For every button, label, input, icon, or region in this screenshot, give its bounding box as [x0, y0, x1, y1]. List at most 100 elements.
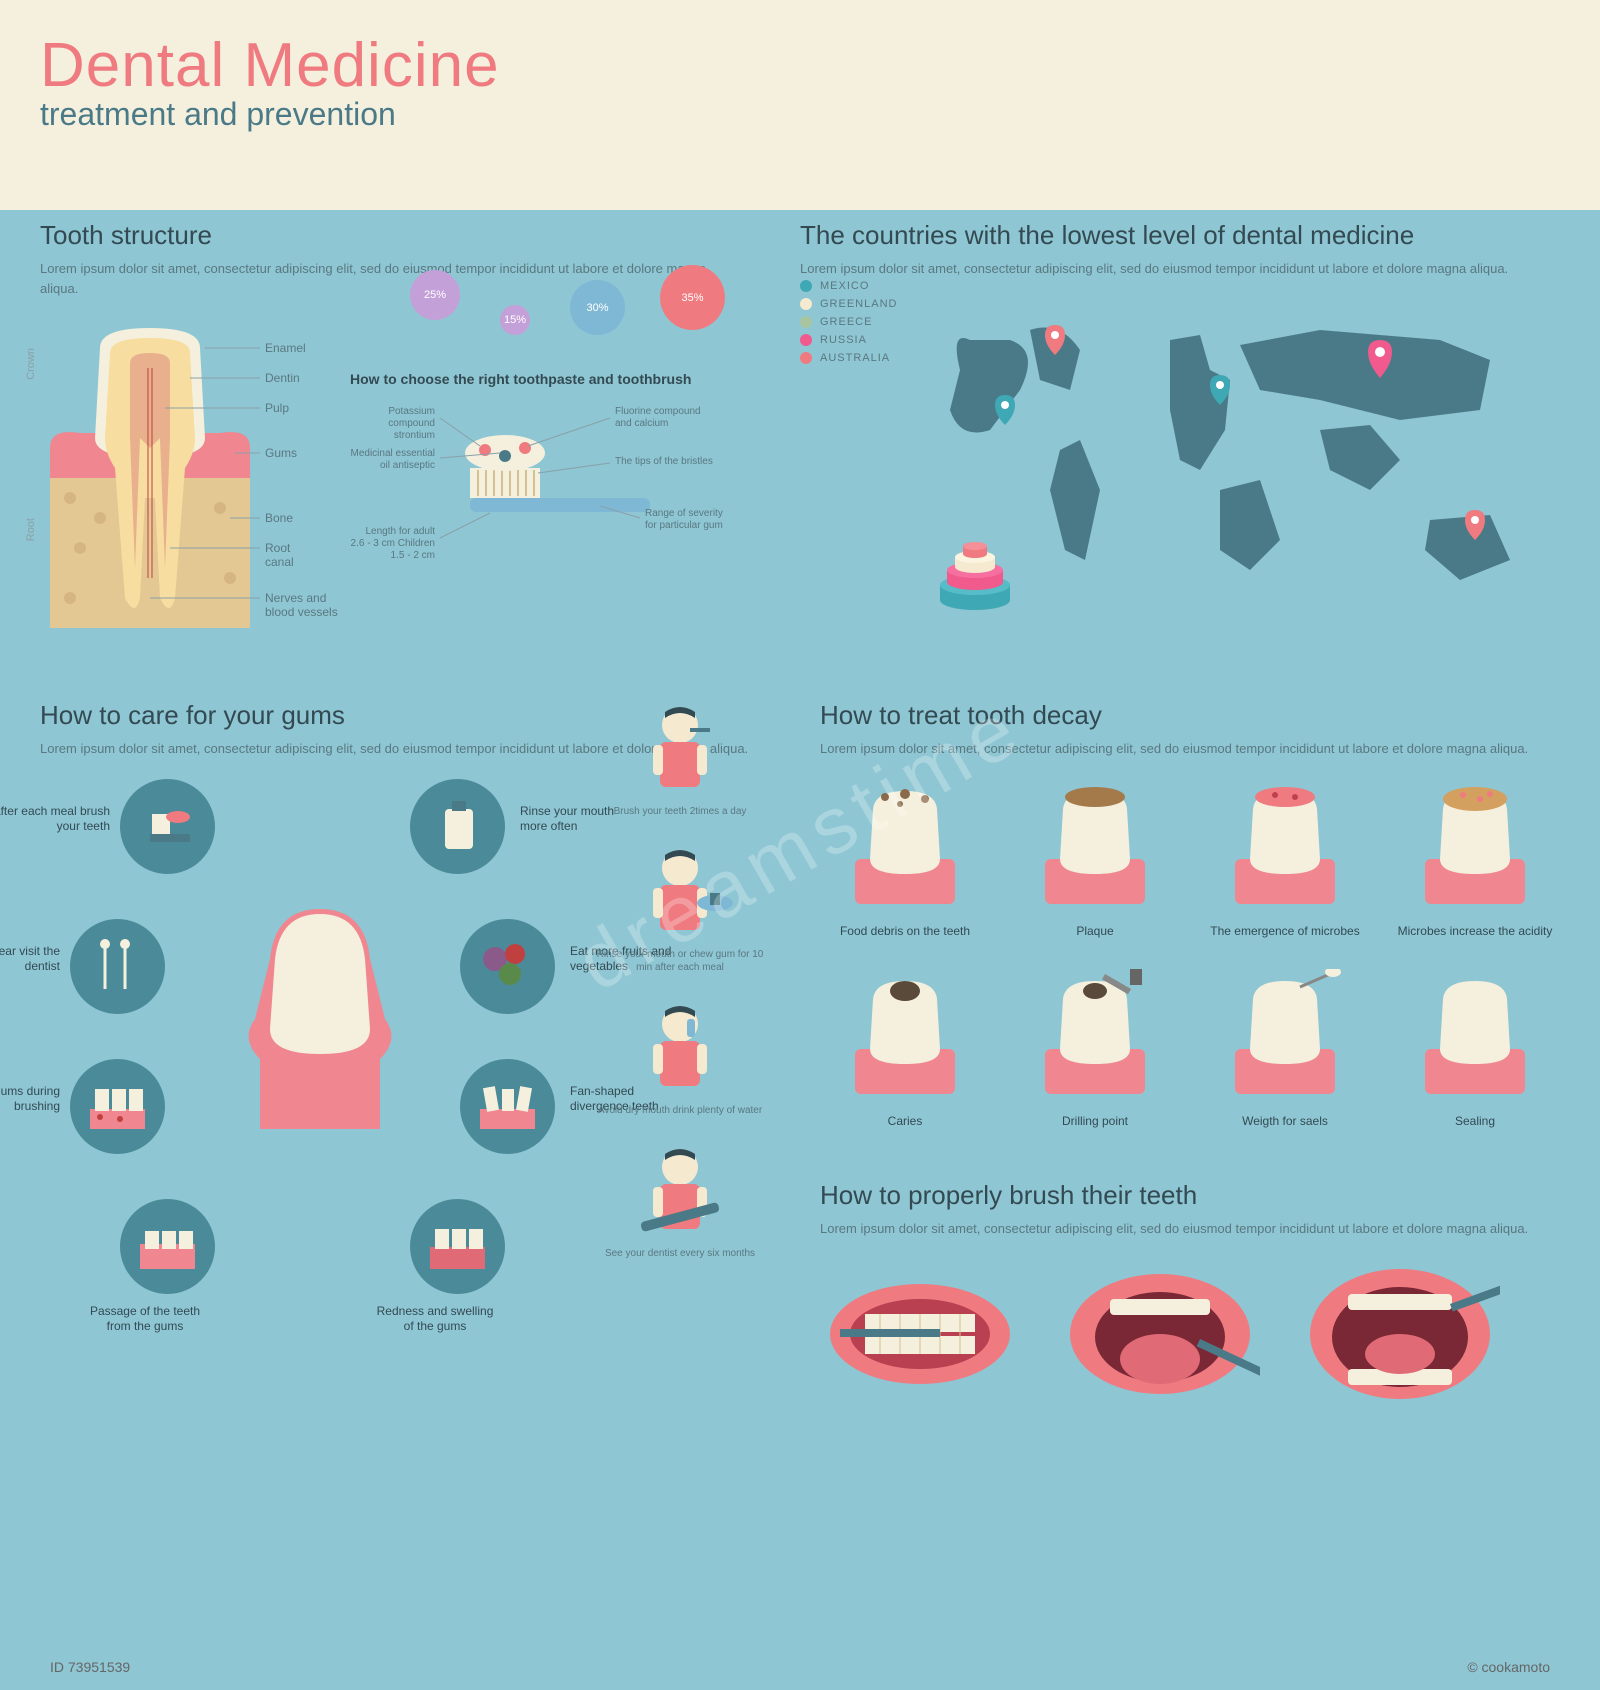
decay-label: Drilling point — [1010, 1114, 1180, 1130]
gum-label: Passage of the teeth from the gums — [85, 1304, 205, 1335]
legend-item: GREECE — [800, 316, 897, 328]
map-desc: Lorem ipsum dolor sit amet, consectetur … — [800, 259, 1560, 279]
tooth-title: Tooth structure — [40, 220, 740, 251]
decay-grid: Food debris on the teeth Plaque The emer… — [820, 779, 1560, 1130]
legend-text: AUSTRALIA — [820, 352, 890, 364]
label-crown: Crown — [25, 348, 37, 380]
tp-title: How to choose the right toothpaste and t… — [350, 370, 750, 388]
tooth-svg — [40, 318, 320, 638]
section-decay: How to treat tooth decay Lorem ipsum dol… — [820, 700, 1560, 1130]
decay-tooth-icon — [1035, 779, 1155, 909]
person-icon — [625, 999, 735, 1099]
decay-item: Food debris on the teeth — [820, 779, 990, 940]
legend-item: AUSTRALIA — [800, 352, 897, 364]
decay-label: Plaque — [1010, 924, 1180, 940]
gum-label: Bleeding gums during brushing — [0, 1084, 60, 1115]
label-enamel: Enamel — [265, 341, 306, 355]
gum-circle — [120, 779, 215, 874]
bubble-chart: 25% 15% 30% 35% — [350, 250, 730, 370]
gum-circle — [70, 1059, 165, 1154]
bubble: 15% — [500, 305, 530, 335]
decay-label: Weigth for saels — [1200, 1114, 1370, 1130]
center-tooth-icon — [240, 899, 400, 1139]
label-root-canal: Root canal — [265, 541, 320, 569]
decay-tooth-icon — [845, 969, 965, 1099]
map-title: The countries with the lowest level of d… — [800, 220, 1560, 251]
footer-id: ID 73951539 — [50, 1659, 130, 1675]
gum-label: After each meal brush your teeth — [0, 804, 110, 835]
brush-title: How to properly brush their teeth — [820, 1180, 1560, 1211]
footer-credit: © cookamoto — [1467, 1659, 1550, 1675]
mouth-closed-icon — [820, 1259, 1020, 1409]
decay-item: Weigth for saels — [1200, 969, 1370, 1130]
label-pulp: Pulp — [265, 401, 289, 415]
decay-tooth-icon — [1415, 969, 1535, 1099]
decay-item: The emergence of microbes — [1200, 779, 1370, 940]
legend-dot — [800, 334, 812, 346]
main-title: Dental Medicine — [40, 30, 1560, 101]
mouth-open-tongue-icon — [1060, 1259, 1260, 1409]
tp-r2: Range of severity for particular gum — [645, 508, 735, 532]
person-icon — [625, 1142, 735, 1242]
legend-dot — [800, 352, 812, 364]
decay-item: Drilling point — [1010, 969, 1180, 1130]
bubble: 35% — [660, 265, 725, 330]
infographic-root: Dental Medicine treatment and prevention… — [0, 0, 1600, 1690]
label-dentin: Dentin — [265, 371, 300, 385]
gum-circle — [410, 1199, 505, 1294]
decay-tooth-icon — [1225, 779, 1345, 909]
gum-circle — [120, 1199, 215, 1294]
decay-tooth-icon — [845, 779, 965, 909]
label-nerves: Nerves and blood vessels — [265, 591, 355, 619]
section-map: The countries with the lowest level of d… — [800, 220, 1560, 299]
bubble: 25% — [410, 270, 460, 320]
decay-item: Microbes increase the acidity — [1390, 779, 1560, 940]
decay-label: Microbes increase the acidity — [1390, 924, 1560, 940]
section-gums: How to care for your gums Lorem ipsum do… — [40, 700, 770, 1379]
decay-label: Sealing — [1390, 1114, 1560, 1130]
section-brush: How to properly brush their teeth Lorem … — [820, 1180, 1560, 1409]
decay-label: Food debris on the teeth — [820, 924, 990, 940]
decay-tooth-icon — [1035, 969, 1155, 1099]
decay-title: How to treat tooth decay — [820, 700, 1560, 731]
decay-desc: Lorem ipsum dolor sit amet, consectetur … — [820, 739, 1560, 759]
legend-text: MEXICO — [820, 280, 869, 292]
person-icon — [625, 700, 735, 800]
decay-label: The emergence of microbes — [1200, 924, 1370, 940]
label-bone: Bone — [265, 511, 293, 525]
toothpaste-section: How to choose the right toothpaste and t… — [350, 370, 750, 558]
gum-circle — [460, 1059, 555, 1154]
tooth-diagram: Enamel Dentin Pulp Gums Bone Root canal … — [40, 318, 320, 638]
brush-desc: Lorem ipsum dolor sit amet, consectetur … — [820, 1219, 1560, 1239]
mouth-open-wide-icon — [1300, 1259, 1500, 1409]
section-tooth-structure: Tooth structure Lorem ipsum dolor sit am… — [40, 220, 740, 638]
gum-label: Redness and swelling of the gums — [375, 1304, 495, 1335]
label-root: Root — [25, 518, 37, 541]
gum-label: 2 times a year visit the dentist — [0, 944, 60, 975]
legend-dot — [800, 298, 812, 310]
person-label: Brush your teeth 2times a day — [590, 805, 770, 818]
header-banner: Dental Medicine treatment and prevention — [0, 0, 1600, 210]
decay-label: Caries — [820, 1114, 990, 1130]
tp-r1: The tips of the bristles — [615, 456, 715, 468]
subtitle: treatment and prevention — [40, 96, 1560, 133]
tp-r0: Fluorine compound and calcium — [615, 406, 715, 430]
bubble: 30% — [570, 280, 625, 335]
wave-divider — [0, 180, 1600, 210]
decay-tooth-icon — [1415, 779, 1535, 909]
person-icon — [625, 843, 735, 943]
decay-item: Plaque — [1010, 779, 1180, 940]
legend-item: GREENLAND — [800, 298, 897, 310]
legend-text: GREENLAND — [820, 298, 897, 310]
label-gums: Gums — [265, 446, 297, 460]
map-pin-mexico — [995, 395, 1015, 425]
people-column: Brush your teeth 2times a dayRinse your … — [590, 700, 770, 1285]
main-content: Tooth structure Lorem ipsum dolor sit am… — [40, 220, 1560, 1650]
person-label: Avoid dry mouth drink plenty of water — [590, 1104, 770, 1117]
person-label: See your dentist every six months — [590, 1247, 770, 1260]
tp-l2: Length for adult 2.6 - 3 cm Children 1.5… — [350, 526, 435, 562]
decay-item: Caries — [820, 969, 990, 1130]
gum-circle — [410, 779, 505, 874]
legend-item: RUSSIA — [800, 334, 897, 346]
tp-l1: Medicinal essential oil antiseptic — [350, 448, 435, 472]
